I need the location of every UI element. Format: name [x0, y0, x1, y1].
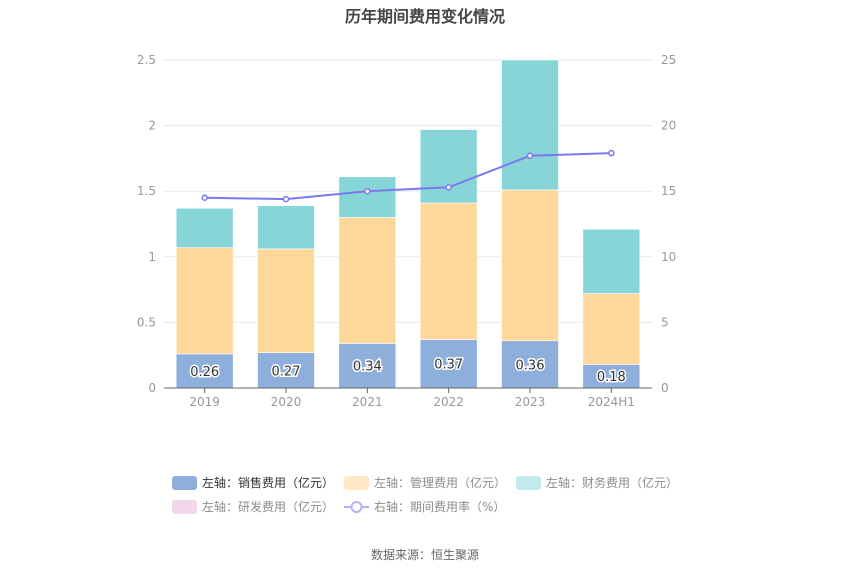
bar-segment	[501, 59, 559, 191]
legend-item-manage[interactable]: 左轴：管理费用（亿元）	[344, 474, 506, 491]
bar-segment	[501, 189, 559, 342]
legend-swatch-sales	[172, 475, 197, 490]
bar-segment	[419, 202, 478, 340]
bar-segment	[257, 352, 315, 389]
legend-item-rd[interactable]: 左轴：研发费用（亿元）	[172, 498, 334, 515]
chart-canvas: 0 0.5 1 1.5 2 2.5 0 5 10 15 20 25 0.26 2019 0.27 2020 0.…	[137, 53, 676, 409]
bar-data-label: 0.26	[190, 365, 219, 380]
legend-label-sales: 左轴：销售费用（亿元）	[202, 476, 335, 490]
bar-data-label: 0.34	[353, 360, 382, 375]
legend-label-rate: 右轴：期间费用率（%）	[374, 500, 506, 514]
rate-point	[526, 152, 534, 160]
legend-item-sales[interactable]: 左轴：销售费用（亿元）	[172, 474, 334, 491]
bar-segment	[175, 247, 234, 355]
data-source: 数据来源：恒生聚源	[370, 548, 479, 562]
bar-data-label: 0.36	[516, 358, 545, 373]
bar-segment	[582, 293, 641, 365]
rate-point	[201, 194, 208, 202]
x-tick-label: 2020	[271, 395, 302, 409]
right-tick-label: 15	[661, 184, 676, 198]
right-tick-label: 20	[661, 119, 676, 133]
legend-label-rd: 左轴：研发费用（亿元）	[202, 500, 335, 514]
right-tick-label: 0	[661, 381, 669, 395]
rate-line	[204, 152, 612, 201]
bar-segment	[257, 205, 315, 250]
bar-segment	[338, 217, 397, 344]
bar-data-label: 0.37	[434, 358, 463, 373]
left-tick-label: 0.5	[137, 315, 156, 329]
x-tick-label: 2019	[189, 395, 220, 409]
bar-segment	[175, 207, 234, 248]
legend-swatch-manage	[344, 475, 369, 490]
rate-point	[282, 195, 290, 203]
left-tick-label: 0	[148, 381, 156, 395]
legend-item-finance[interactable]: 左轴：财务费用（亿元）	[516, 474, 678, 491]
x-tick-label: 2024H1	[588, 395, 635, 409]
bar-segment	[582, 228, 641, 294]
rate-point	[608, 149, 615, 157]
x-tick-label: 2021	[352, 395, 383, 409]
right-tick-label: 5	[661, 315, 669, 329]
x-tick-label: 2023	[515, 395, 546, 409]
rate-point	[364, 187, 371, 195]
bar-segment	[257, 248, 315, 353]
bar-data-label: 0.27	[272, 364, 301, 379]
bar-segment	[175, 353, 234, 389]
legend-label-manage: 左轴：管理费用（亿元）	[374, 476, 507, 490]
right-tick-label: 25	[661, 53, 676, 67]
left-tick-label: 1.5	[137, 184, 156, 198]
left-tick-label: 2.5	[137, 53, 156, 67]
legend-swatch-finance	[516, 475, 541, 490]
bar-segment	[419, 129, 478, 204]
legend-swatch-rd	[172, 499, 197, 514]
bar-segment	[338, 176, 397, 218]
right-tick-label: 10	[661, 250, 676, 264]
bar-segment	[338, 343, 397, 389]
legend-line-rate-icon	[344, 500, 369, 513]
legend-label-finance: 左轴：财务费用（亿元）	[546, 476, 679, 490]
x-tick-label: 2022	[433, 395, 464, 409]
bar-data-label: 0.18	[597, 370, 626, 385]
left-tick-label: 2	[148, 119, 156, 133]
chart-title: 历年期间费用变化情况	[344, 7, 505, 26]
rate-point	[445, 184, 452, 191]
bar-segment	[501, 340, 559, 389]
legend-item-rate[interactable]: 右轴：期间费用率（%）	[344, 498, 505, 515]
bar-segment	[419, 339, 478, 389]
left-tick-label: 1	[148, 250, 156, 264]
